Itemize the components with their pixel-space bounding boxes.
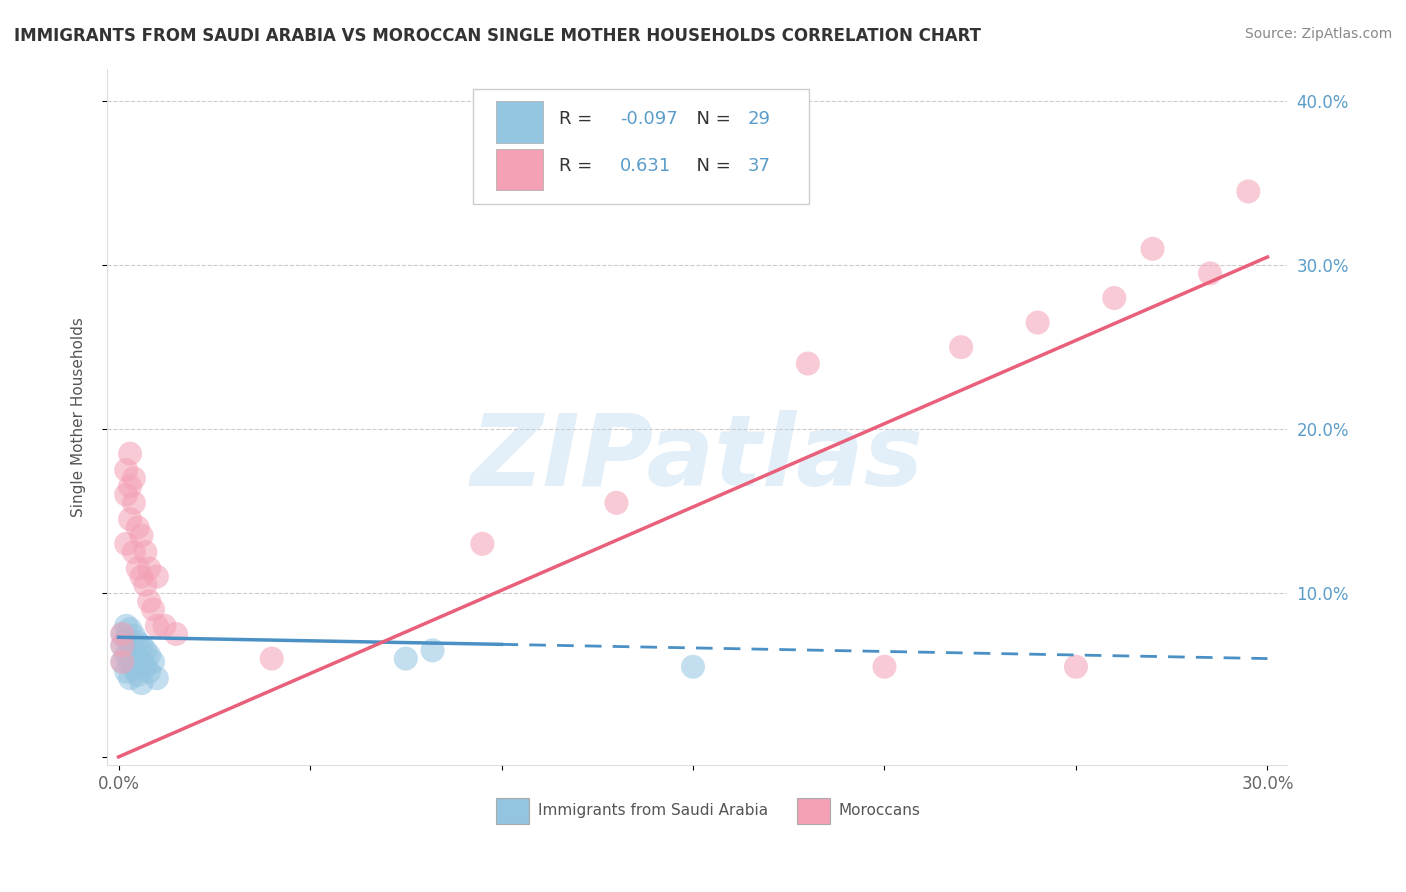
Point <box>111 655 134 669</box>
FancyBboxPatch shape <box>472 89 808 204</box>
Point <box>115 463 138 477</box>
Point <box>131 528 153 542</box>
Point <box>142 602 165 616</box>
Point <box>797 357 820 371</box>
Point <box>138 561 160 575</box>
Point <box>127 651 149 665</box>
Point <box>134 659 156 673</box>
Point <box>122 645 145 659</box>
Point <box>115 648 138 663</box>
Point <box>138 594 160 608</box>
Text: N =: N = <box>685 157 737 175</box>
Text: 37: 37 <box>748 157 770 175</box>
Text: 29: 29 <box>748 110 770 128</box>
Point <box>471 537 494 551</box>
Point <box>165 627 187 641</box>
Point <box>138 665 160 679</box>
Point <box>422 643 444 657</box>
Point <box>682 659 704 673</box>
Point <box>1199 266 1222 280</box>
Point <box>122 471 145 485</box>
Point <box>115 537 138 551</box>
Point <box>127 668 149 682</box>
Point <box>395 651 418 665</box>
Point <box>146 671 169 685</box>
Text: ZIPatlas: ZIPatlas <box>470 410 924 508</box>
Point <box>146 569 169 583</box>
Point <box>111 639 134 653</box>
Point <box>115 665 138 679</box>
Text: N =: N = <box>685 110 737 128</box>
Point <box>134 578 156 592</box>
Point <box>118 479 141 493</box>
Point <box>260 651 283 665</box>
Point <box>131 655 153 669</box>
Point <box>118 671 141 685</box>
Point <box>122 496 145 510</box>
Point <box>950 340 973 354</box>
Point <box>153 619 176 633</box>
Point <box>605 496 627 510</box>
Point <box>134 643 156 657</box>
Point <box>138 648 160 663</box>
Point <box>131 676 153 690</box>
Point <box>115 488 138 502</box>
Point <box>111 655 134 669</box>
Point <box>1104 291 1126 305</box>
Point <box>127 520 149 534</box>
Point <box>131 639 153 653</box>
Point <box>127 635 149 649</box>
Point <box>122 545 145 559</box>
Point <box>127 561 149 575</box>
Text: Source: ZipAtlas.com: Source: ZipAtlas.com <box>1244 27 1392 41</box>
Point <box>111 627 134 641</box>
Point <box>115 632 138 646</box>
Point <box>134 545 156 559</box>
Point <box>1026 316 1049 330</box>
Text: 0.631: 0.631 <box>620 157 672 175</box>
Point <box>118 512 141 526</box>
FancyBboxPatch shape <box>496 797 529 824</box>
Point <box>118 622 141 636</box>
Point <box>122 661 145 675</box>
Text: R =: R = <box>558 110 598 128</box>
FancyBboxPatch shape <box>496 149 544 190</box>
Text: IMMIGRANTS FROM SAUDI ARABIA VS MOROCCAN SINGLE MOTHER HOUSEHOLDS CORRELATION CH: IMMIGRANTS FROM SAUDI ARABIA VS MOROCCAN… <box>14 27 981 45</box>
Text: -0.097: -0.097 <box>620 110 678 128</box>
Point <box>122 629 145 643</box>
Point <box>873 659 896 673</box>
Point <box>142 655 165 669</box>
Point <box>115 619 138 633</box>
Point <box>146 619 169 633</box>
Point <box>111 639 134 653</box>
FancyBboxPatch shape <box>797 797 830 824</box>
Text: Immigrants from Saudi Arabia: Immigrants from Saudi Arabia <box>537 803 768 818</box>
Point <box>1142 242 1164 256</box>
Point <box>118 447 141 461</box>
Point <box>1064 659 1087 673</box>
Point <box>111 627 134 641</box>
Text: Moroccans: Moroccans <box>838 803 921 818</box>
Point <box>1237 185 1260 199</box>
Text: R =: R = <box>558 157 598 175</box>
Point <box>118 655 141 669</box>
FancyBboxPatch shape <box>496 102 544 143</box>
Y-axis label: Single Mother Households: Single Mother Households <box>72 317 86 516</box>
Point <box>131 569 153 583</box>
Point <box>118 639 141 653</box>
